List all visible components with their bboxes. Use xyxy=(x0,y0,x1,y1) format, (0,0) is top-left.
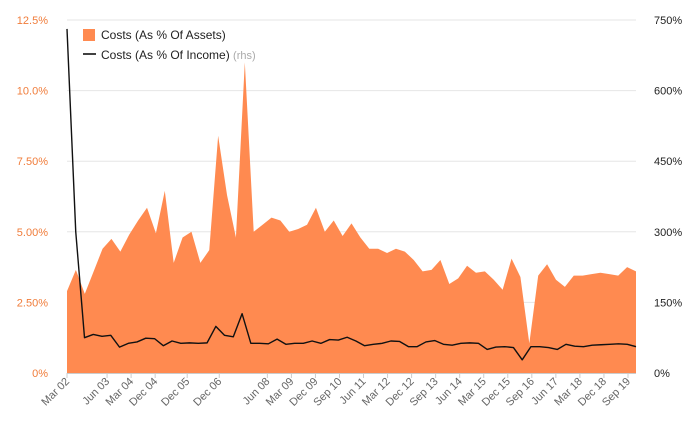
legend-rhs-suffix: (rhs) xyxy=(233,50,256,62)
y-right-tick-label: 450% xyxy=(654,156,682,168)
costs-assets-area xyxy=(67,62,636,374)
y-left-tick-label: 10.0% xyxy=(17,86,48,98)
series-line-layer xyxy=(66,28,637,361)
costs-income-line xyxy=(66,28,637,361)
y-right-tick-label: 300% xyxy=(654,227,682,239)
y-left-tick-label: 5.00% xyxy=(17,227,48,239)
x-tick-label: Mar 02 xyxy=(39,376,72,409)
legend-label-income: Costs (As % Of Income) (rhs) xyxy=(101,48,256,62)
legend-label-assets: Costs (As % Of Assets) xyxy=(101,28,226,42)
y-right-tick-label: 150% xyxy=(654,297,682,309)
series-area-layer xyxy=(67,62,636,374)
y-axis-right: 0% 150% 300% 450% 600% 750% xyxy=(654,15,682,380)
y-axis-left: 0% 2.50% 5.00% 7.50% 10.0% 12.5% xyxy=(17,15,48,380)
legend-swatch-assets xyxy=(83,29,95,41)
y-right-tick-label: 0% xyxy=(654,368,670,380)
y-left-tick-label: 7.50% xyxy=(17,156,48,168)
y-left-tick-label: 2.50% xyxy=(17,297,48,309)
y-left-tick-label: 0% xyxy=(32,368,48,380)
y-right-tick-label: 600% xyxy=(654,86,682,98)
x-tick-label: Dec 05 xyxy=(159,376,192,409)
legend: Costs (As % Of Assets) Costs (As % Of Inc… xyxy=(83,28,256,62)
y-right-tick-label: 750% xyxy=(654,15,682,27)
y-left-tick-label: 12.5% xyxy=(17,15,48,27)
x-tick-label: Dec 06 xyxy=(191,376,224,409)
